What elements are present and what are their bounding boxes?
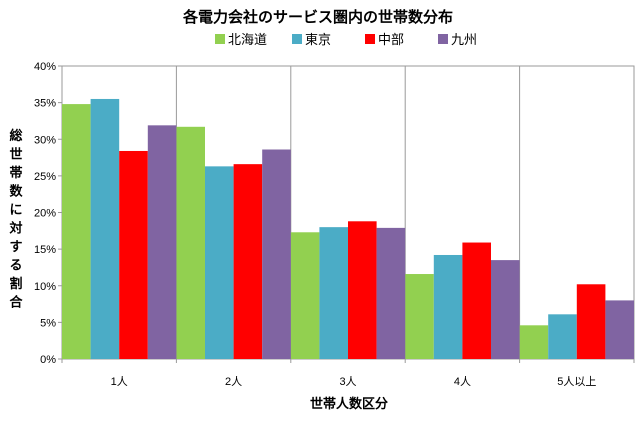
legend-swatch	[438, 34, 448, 44]
bar	[462, 242, 491, 359]
legend-swatch	[292, 34, 302, 44]
y-axis-label-char: 世	[9, 147, 22, 163]
x-tick-label: 1人	[111, 375, 128, 388]
bar	[176, 126, 205, 359]
bar	[147, 125, 177, 360]
x-axis-label: 世帯人数区分	[310, 396, 388, 412]
y-axis-label-char: 割	[9, 276, 22, 292]
bar	[205, 166, 234, 359]
bar	[62, 104, 91, 359]
bar	[348, 221, 377, 359]
bar	[90, 98, 120, 360]
legend: 北海道 東京 中部 九州	[215, 32, 477, 48]
legend-label: 東京	[305, 32, 331, 48]
legend-label: 九州	[451, 33, 477, 48]
chart-title: 各電力会社のサービス圏内の世帯数分布	[182, 8, 453, 26]
y-axis-label-char: に	[9, 203, 22, 218]
y-axis-label-char: 数	[9, 184, 23, 200]
bar	[548, 314, 577, 359]
y-axis-label-char: る	[9, 259, 22, 274]
bar	[605, 300, 634, 359]
y-tick-label: 35%	[34, 98, 56, 110]
bar	[376, 227, 406, 359]
legend-swatch	[215, 34, 225, 44]
y-tick-label: 15%	[34, 244, 56, 256]
bar	[119, 150, 148, 359]
x-tick-label: 5人以上	[557, 375, 596, 388]
legend-swatch	[365, 34, 375, 44]
bar	[433, 254, 463, 359]
y-axis-label-char: す	[9, 240, 22, 255]
bar	[319, 227, 348, 359]
y-tick-label: 30%	[34, 134, 56, 146]
y-axis-label-char: 総	[9, 128, 22, 144]
plot-area: 0% 5% 10% 15% 20% 25% 30% 35% 40% 1人 2人 3人 4人 5人以上	[34, 61, 635, 388]
y-tick-label: 0%	[40, 354, 56, 366]
y-tick-label: 5%	[40, 317, 56, 329]
y-axis-label-char: 帯	[9, 165, 22, 181]
x-tick-label: 3人	[339, 375, 356, 388]
x-tick-label: 2人	[225, 375, 242, 388]
y-tick-label: 10%	[34, 281, 56, 293]
bar	[576, 284, 606, 359]
y-axis-label-char: 合	[9, 295, 23, 311]
bar	[405, 274, 434, 359]
x-tick-label: 4人	[454, 375, 471, 388]
bar	[491, 260, 520, 359]
legend-label: 中部	[378, 33, 404, 48]
legend-label: 北海道	[228, 33, 267, 48]
y-axis-label-char: 対	[8, 221, 22, 237]
y-tick-label: 40%	[34, 61, 56, 73]
bar	[290, 232, 320, 359]
y-tick-label: 20%	[34, 208, 56, 220]
bar	[233, 164, 263, 359]
bar	[519, 325, 549, 359]
bar	[262, 149, 291, 359]
y-tick-label: 25%	[34, 171, 56, 183]
